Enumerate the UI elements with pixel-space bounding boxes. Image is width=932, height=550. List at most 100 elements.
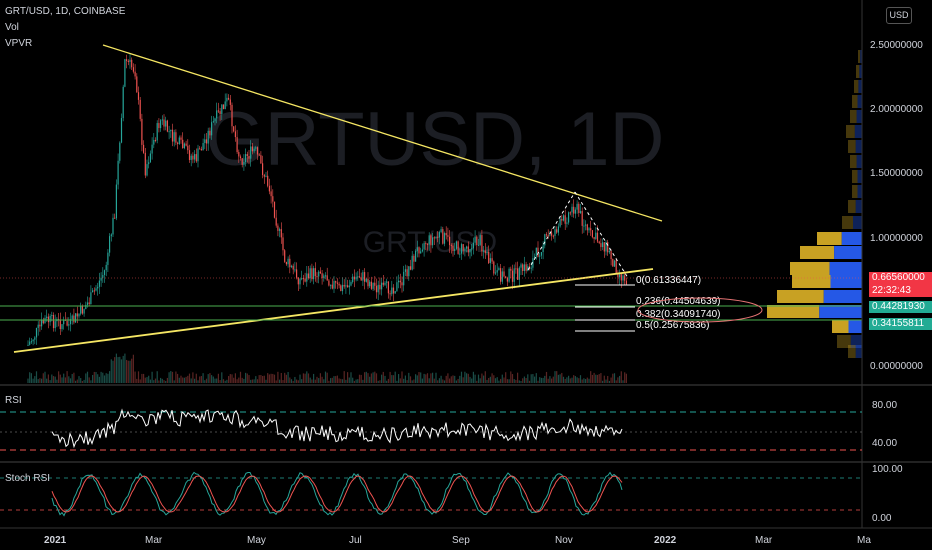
vpvr-bar-sell	[848, 345, 856, 358]
candle-body	[500, 268, 502, 282]
volume-bar	[158, 380, 160, 383]
candle-body	[506, 278, 508, 282]
candle-body	[323, 275, 325, 279]
volume-bar	[127, 360, 129, 383]
volume-bar	[420, 372, 422, 383]
vpvr-indicator-label[interactable]: VPVR	[5, 38, 33, 49]
candle-body	[381, 282, 383, 290]
vpvr-bar-buy	[841, 232, 862, 245]
volume-bar	[528, 380, 531, 383]
volume-indicator-label[interactable]: Vol	[5, 22, 19, 33]
vpvr-bar-buy	[848, 320, 862, 333]
candle-body	[272, 196, 274, 202]
candle-body	[93, 290, 95, 292]
candle-body	[324, 275, 327, 277]
candle-body	[445, 233, 447, 236]
candle-body	[284, 250, 286, 262]
volume-bar	[171, 371, 174, 383]
volume-bar	[204, 380, 206, 383]
volume-bar	[515, 379, 517, 383]
volume-bar	[246, 373, 248, 383]
volume-bar	[336, 375, 338, 383]
candle-body	[306, 273, 308, 282]
volume-bar	[219, 380, 221, 383]
symbol-title[interactable]: GRT/USD, 1D, COINBASE	[5, 6, 126, 17]
candle-body	[78, 313, 80, 317]
candle-body	[304, 278, 306, 282]
volume-bar	[107, 373, 109, 383]
candle-body	[617, 274, 619, 278]
candle-body	[573, 206, 575, 214]
price-tick-100: 1.00000000	[870, 233, 923, 244]
volume-bar	[561, 372, 563, 383]
volume-bar	[170, 371, 172, 383]
candle-body	[391, 287, 393, 295]
candle-body	[430, 235, 432, 246]
candle-body	[129, 59, 131, 62]
volume-bar	[426, 373, 429, 383]
stoch-rsi-pane-label[interactable]: Stoch RSI	[5, 473, 51, 484]
volume-bar	[476, 380, 478, 383]
volume-bar	[260, 374, 262, 383]
volume-bar	[539, 377, 541, 383]
candle-body	[437, 236, 439, 238]
vpvr-bar-sell	[852, 170, 858, 183]
candle-body	[63, 319, 65, 325]
candle-body	[173, 132, 175, 142]
candle-body	[141, 118, 143, 145]
candle-body	[234, 131, 236, 138]
rsi-pane-label[interactable]: RSI	[5, 395, 22, 406]
volume-bar	[455, 380, 457, 383]
candle-body	[80, 305, 82, 314]
candle-body	[279, 229, 281, 231]
candle-body	[561, 219, 563, 221]
candle-body	[35, 327, 38, 338]
candle-body	[333, 281, 335, 289]
candle-body	[98, 280, 100, 287]
candle-body	[331, 284, 333, 289]
volume-bar	[527, 374, 529, 383]
candle-body	[170, 129, 172, 132]
volume-bar	[207, 374, 209, 383]
candle-body	[449, 236, 451, 246]
candle-body	[428, 235, 430, 245]
candle-body	[110, 234, 112, 237]
currency-button[interactable]: USD	[886, 7, 912, 24]
volume-bar	[71, 374, 73, 383]
volume-bar	[537, 380, 539, 383]
descending-trendline[interactable]	[102, 44, 663, 222]
candle-body	[571, 206, 573, 213]
fib-highlight-ellipse[interactable]	[637, 297, 763, 323]
candle-body	[137, 92, 140, 100]
candle-body	[591, 230, 593, 238]
candle-body	[362, 272, 364, 281]
ascending-trendline[interactable]	[13, 268, 654, 353]
volume-bar	[114, 357, 116, 383]
volume-bar	[202, 373, 204, 383]
volume-bar	[559, 374, 561, 383]
volume-bar	[90, 380, 92, 383]
volume-bar	[250, 379, 252, 383]
volume-bar	[265, 379, 267, 383]
volume-bar	[122, 355, 124, 383]
volume-bar	[394, 371, 396, 383]
volume-bar	[205, 378, 208, 383]
candle-body	[613, 260, 616, 267]
volume-bar	[474, 374, 476, 383]
volume-bar	[409, 376, 412, 383]
candle-body	[134, 71, 136, 77]
candle-body	[115, 184, 117, 219]
candle-body	[222, 104, 225, 110]
candle-body	[190, 155, 192, 160]
candle-body	[367, 278, 369, 287]
volume-bar	[296, 379, 298, 383]
candle-body	[49, 315, 51, 323]
volume-bar	[226, 379, 228, 383]
volume-bar	[302, 373, 304, 383]
candle-body	[330, 284, 332, 286]
volume-bar	[229, 374, 231, 383]
volume-bar	[195, 373, 197, 383]
candle-body	[188, 150, 191, 160]
volume-bar	[498, 380, 500, 383]
